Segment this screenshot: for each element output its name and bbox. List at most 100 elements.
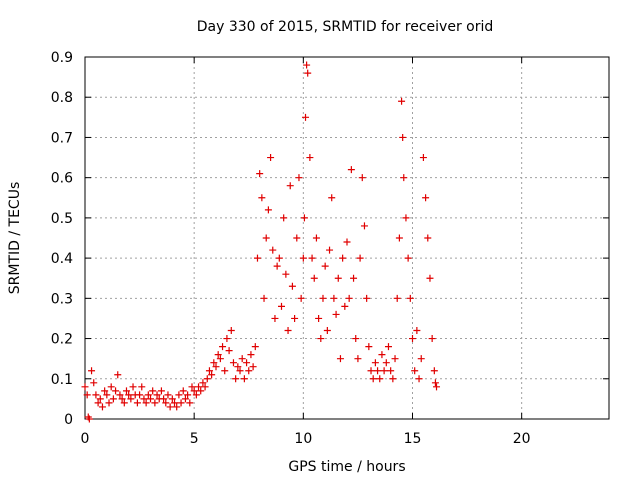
data-point <box>223 335 231 343</box>
data-point <box>199 379 207 387</box>
data-point <box>409 335 416 343</box>
data-point <box>350 274 358 282</box>
data-point <box>291 314 299 322</box>
data-point <box>417 355 425 363</box>
data-point <box>389 375 397 383</box>
data-point <box>190 387 198 395</box>
data-point <box>162 399 170 407</box>
data-point <box>153 391 161 399</box>
data-point <box>393 294 401 302</box>
data-point <box>81 383 89 391</box>
data-point <box>399 133 407 141</box>
data-point <box>109 395 117 403</box>
x-axis-label: GPS time / hours <box>288 459 405 475</box>
data-point <box>98 403 106 411</box>
x-tick-label: 5 <box>190 431 199 447</box>
data-point <box>201 383 209 391</box>
x-tick-label: 0 <box>81 431 90 447</box>
data-point <box>203 375 211 383</box>
data-point <box>380 367 388 375</box>
data-point <box>195 383 203 391</box>
data-point <box>229 359 237 367</box>
data-points <box>81 61 441 423</box>
data-point <box>371 359 379 367</box>
data-point <box>280 214 288 222</box>
data-point <box>103 391 111 399</box>
chart-title: Day 330 of 2015, SRMTID for receiver ori… <box>197 19 494 35</box>
data-point <box>127 395 135 403</box>
y-tick-label: 0.7 <box>51 130 73 146</box>
data-point <box>395 234 403 242</box>
data-point <box>186 399 194 407</box>
data-point <box>356 254 364 262</box>
data-point <box>323 327 331 335</box>
data-point <box>433 383 441 391</box>
data-point <box>269 246 277 254</box>
data-point <box>232 375 240 383</box>
data-point <box>219 343 227 351</box>
data-point <box>293 234 301 242</box>
data-point <box>116 391 124 399</box>
data-point <box>424 234 432 242</box>
data-point <box>326 246 334 254</box>
data-point <box>216 355 224 363</box>
data-point <box>160 395 168 403</box>
data-point <box>347 166 355 174</box>
data-point <box>341 302 349 310</box>
plot-frame <box>84 56 610 420</box>
data-point <box>300 214 308 222</box>
data-point <box>118 395 126 403</box>
data-point <box>431 379 439 387</box>
data-point <box>387 367 395 375</box>
data-point <box>105 399 113 407</box>
data-point <box>339 254 347 262</box>
data-point <box>192 391 200 399</box>
data-point <box>267 154 275 162</box>
data-point <box>378 351 386 359</box>
data-point <box>140 395 148 403</box>
data-point <box>221 367 229 375</box>
data-point <box>428 335 436 343</box>
data-point <box>334 274 342 282</box>
data-point <box>363 294 371 302</box>
data-point <box>173 403 181 411</box>
y-tick-label: 0.5 <box>51 211 73 227</box>
data-point <box>297 294 305 302</box>
data-point <box>411 367 419 375</box>
data-point <box>400 174 408 182</box>
x-tick-label: 10 <box>294 431 312 447</box>
data-point <box>96 395 104 403</box>
data-point <box>365 343 373 351</box>
y-tick-label: 0.6 <box>51 171 73 187</box>
data-point <box>90 379 98 387</box>
data-point <box>197 387 205 395</box>
data-point <box>360 222 368 230</box>
y-axis-label: SRMTID / TECUs <box>7 182 23 295</box>
data-point <box>240 375 248 383</box>
data-point <box>315 314 323 322</box>
data-point <box>384 343 392 351</box>
data-point <box>312 234 320 242</box>
data-point <box>430 367 438 375</box>
data-point <box>151 399 159 407</box>
data-point <box>136 391 144 399</box>
x-tick-label: 15 <box>404 431 422 447</box>
data-point <box>138 383 146 391</box>
data-point <box>184 391 192 399</box>
data-point <box>302 113 310 121</box>
data-point <box>214 351 222 359</box>
data-point <box>422 194 430 202</box>
data-point <box>205 367 213 375</box>
data-point <box>415 375 423 383</box>
data-point <box>262 234 270 242</box>
data-point <box>419 154 427 162</box>
data-point <box>227 327 235 335</box>
y-tick-label: 0.9 <box>51 50 73 66</box>
data-point <box>303 61 311 69</box>
data-point <box>295 174 303 182</box>
data-point <box>286 182 294 190</box>
data-point <box>210 359 218 367</box>
x-axis-ticks: 0 5 10 15 20 <box>81 57 531 447</box>
data-point <box>101 387 109 395</box>
